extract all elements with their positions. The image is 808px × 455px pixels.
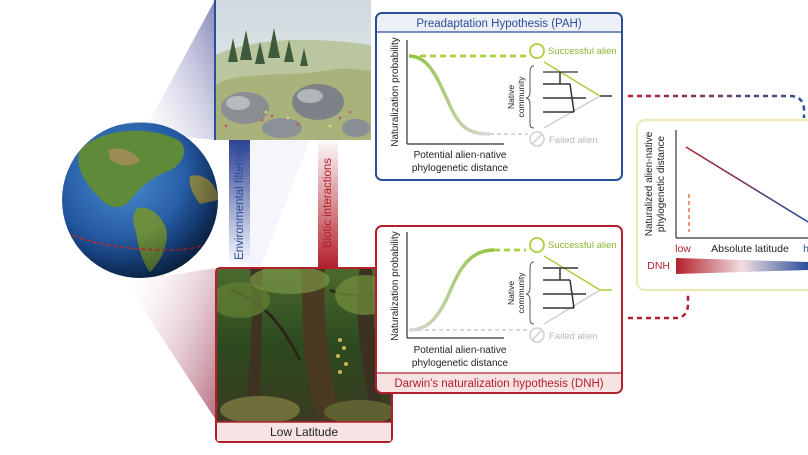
dnh-to-summary-connector [628, 292, 690, 320]
cone-top [108, 0, 215, 140]
biotic-interactions-label: Biotic interactions [322, 158, 334, 248]
pah-community-line1: Native [506, 85, 516, 109]
cone-bottom [112, 262, 216, 420]
low-latitude-jungle [216, 268, 392, 422]
environmental-filtering-band [229, 138, 250, 268]
dnh-xlabel-line2: phylogenetic distance [412, 358, 509, 369]
dnh-curve [408, 248, 495, 332]
dnh-xlabel-line1: Potential alien-native [414, 345, 507, 356]
biotic-interactions-band [318, 137, 338, 268]
globe-illustration [62, 122, 218, 278]
high-latitude-landscape [215, 0, 371, 140]
dnh-successful-label: Successful alien [548, 240, 617, 251]
dnh-failed-label: Failed alien [549, 331, 598, 342]
low-latitude-label: Low Latitude [270, 425, 338, 439]
pah-xlabel-line2: phylogenetic distance [412, 163, 509, 174]
pah-panel: Preadaptation Hypothesis (PAH) Naturaliz… [375, 12, 623, 181]
pah-phylogeny-tree [543, 61, 612, 129]
summary-xlabel: Absolute latitude [711, 243, 789, 255]
dnh-title: Darwin's naturalization hypothesis (DNH) [394, 378, 603, 390]
environmental-filtering-label: Environmental filtering [234, 146, 246, 260]
pah-failed-label: Failed alien [549, 135, 598, 146]
dnh-ylabel: Naturalization probability [390, 231, 401, 341]
summary-ylabel-line2: phylogenetic distance [656, 135, 667, 232]
summary-x-high: h [803, 243, 808, 255]
summary-trend-line [685, 146, 808, 223]
pah-ylabel: Naturalization probability [390, 37, 401, 147]
summary-gradient-label: DNH [647, 260, 670, 272]
summary-plot: Naturalized alien-native phylogenetic di… [635, 118, 808, 292]
summary-x-low: low [675, 243, 691, 255]
summary-gradient-bar [676, 258, 808, 274]
pah-curve [408, 54, 491, 136]
dnh-successful-alien-icon [529, 237, 545, 253]
dnh-community-bracket [525, 261, 535, 325]
dnh-community-line1: Native [506, 281, 516, 305]
pah-xlabel-line1: Potential alien-native [414, 150, 507, 161]
pah-to-summary-connector [628, 94, 806, 118]
dnh-panel: Darwin's naturalization hypothesis (DNH)… [375, 225, 623, 394]
dnh-community-line2: community [516, 272, 526, 314]
pah-community-line2: community [516, 76, 526, 118]
pah-successful-alien-icon [529, 43, 545, 59]
summary-ylabel-line1: Naturalized alien-native [644, 131, 655, 236]
pah-successful-label: Successful alien [548, 46, 617, 57]
dnh-phylogeny-tree [543, 255, 612, 325]
pah-community-bracket [525, 65, 535, 129]
pah-title: Preadaptation Hypothesis (PAH) [416, 18, 582, 30]
